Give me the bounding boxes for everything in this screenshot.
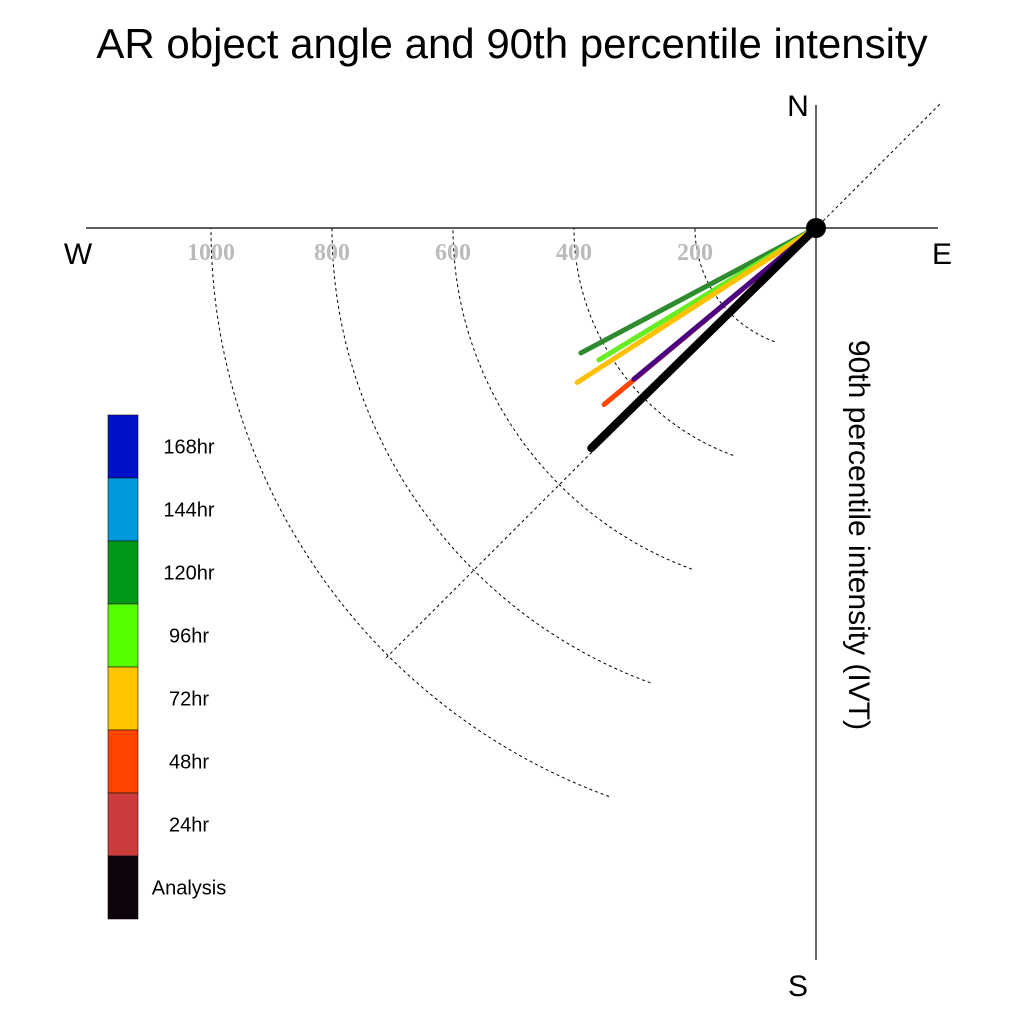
legend-swatch-24hr <box>107 792 139 857</box>
legend-label-analysis: Analysis <box>152 878 226 900</box>
compass-west-label: W <box>64 238 93 271</box>
legend-label-144hr: 144hr <box>163 500 214 522</box>
chart-title: AR object angle and 90th percentile inte… <box>96 20 927 67</box>
grid-arc-800 <box>331 227 651 684</box>
vector-72hr <box>574 225 819 385</box>
grid-arc-200 <box>694 227 775 343</box>
grid-arc-1000 <box>210 227 610 797</box>
radial-tick-labels: 200 400 600 800 1000 <box>187 240 713 266</box>
radial-grid <box>210 103 941 797</box>
legend-swatch-144hr <box>107 477 139 542</box>
legend-swatch-72hr <box>107 666 139 731</box>
grid-arc-400 <box>573 227 734 456</box>
legend-swatch-analysis <box>107 855 139 920</box>
compass-axes <box>86 105 938 960</box>
legend-label-120hr: 120hr <box>163 563 214 585</box>
legend-label-168hr: 168hr <box>163 437 214 459</box>
origin-marker <box>806 218 826 238</box>
compass-south-label: S <box>788 970 808 1003</box>
compass-north-label: N <box>787 90 809 123</box>
legend-label-48hr: 48hr <box>169 752 209 774</box>
forecast-vectors <box>574 218 826 453</box>
tick-label-200: 200 <box>677 240 713 266</box>
legend-swatch-168hr <box>107 414 139 479</box>
legend-label-24hr: 24hr <box>169 815 209 837</box>
legend-swatch-120hr <box>107 540 139 605</box>
legend-swatch-48hr <box>107 729 139 794</box>
legend-swatch-96hr <box>107 603 139 668</box>
legend: 168hr 144hr 120hr 96hr 72hr 48hr 24hr Analysis <box>107 414 226 920</box>
tick-label-800: 800 <box>314 240 350 266</box>
legend-label-72hr: 72hr <box>169 689 209 711</box>
legend-label-96hr: 96hr <box>169 626 209 648</box>
tick-label-1000: 1000 <box>187 240 235 266</box>
compass-east-label: E <box>932 238 952 271</box>
vector-120hr <box>578 225 819 356</box>
tick-label-400: 400 <box>556 240 592 266</box>
tick-label-600: 600 <box>435 240 471 266</box>
grid-arc-600 <box>452 227 693 570</box>
vector-analysis <box>587 224 820 453</box>
intensity-axis-label: 90th percentile intensity (IVT) <box>842 340 875 730</box>
